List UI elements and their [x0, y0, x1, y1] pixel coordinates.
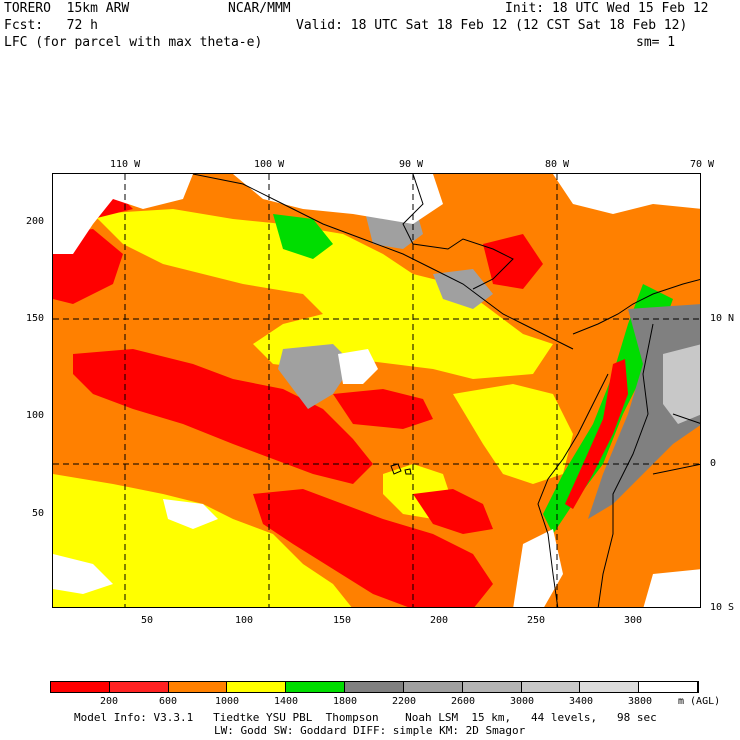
x-tick-50: 50 — [141, 615, 154, 626]
field-yellow-north — [93, 209, 553, 379]
border-andes — [597, 323, 700, 607]
x-tick-150: 150 — [333, 615, 352, 626]
field-red-center2 — [333, 389, 433, 429]
init-time: Init: 18 UTC Wed 15 Feb 12 — [505, 1, 709, 16]
legend-label: 3000 — [510, 696, 535, 707]
lon-label-110w: 110 W — [110, 159, 141, 170]
model-title: TORERO 15km ARW — [4, 1, 130, 16]
legend-label: 3400 — [569, 696, 594, 707]
field-lightgray-east — [663, 344, 700, 424]
field-gray-cluster — [278, 344, 353, 409]
field-red-center — [73, 349, 373, 484]
legend-units: m (AGL) — [678, 696, 721, 707]
lon-label-90w: 90 W — [399, 159, 424, 170]
galapagos — [390, 463, 412, 475]
legend-label: 2200 — [392, 696, 417, 707]
lat-label-10n: 10 N — [710, 313, 735, 324]
field-white-ocean-west — [163, 499, 218, 529]
coastline-south-america — [537, 279, 700, 607]
field-red-southcenter — [413, 489, 493, 534]
legend-swatch — [345, 682, 404, 692]
legend-label: 1800 — [333, 696, 358, 707]
field-red-south — [253, 489, 493, 607]
coastline-central-america — [192, 174, 574, 350]
x-tick-250: 250 — [527, 615, 546, 626]
legend-label: 600 — [159, 696, 178, 707]
y-tick-200: 200 — [26, 216, 45, 227]
field-yellow-south — [53, 474, 352, 607]
legend-swatch — [462, 682, 522, 692]
x-tick-200: 200 — [430, 615, 449, 626]
field-red-northeast — [483, 234, 543, 289]
legend-swatch — [51, 682, 110, 692]
legend-label: 2600 — [451, 696, 476, 707]
lon-label-80w: 80 W — [545, 159, 570, 170]
lon-label-70w: 70 W — [690, 159, 715, 170]
model-physics: LW: Godd SW: Goddard DIFF: simple KM: 2D… — [214, 724, 526, 737]
smoothing-value: sm= 1 — [636, 35, 676, 50]
legend-swatch — [403, 682, 463, 692]
legend-swatch — [168, 682, 228, 692]
lfc-map — [52, 173, 701, 608]
model-info: Model Info: V3.3.1 Tiedtke YSU PBL Thomp… — [74, 711, 657, 724]
legend-label: 200 — [100, 696, 119, 707]
y-tick-100: 100 — [26, 410, 45, 421]
x-tick-300: 300 — [624, 615, 643, 626]
model-institution: NCAR/MMM — [228, 1, 291, 16]
field-white-se — [513, 529, 563, 607]
valid-time: Valid: 18 UTC Sat 18 Feb 12 (12 CST Sat … — [296, 18, 688, 33]
field-name: LFC (for parcel with max theta-e) — [4, 35, 263, 50]
latlon-grid — [53, 174, 700, 607]
legend-label: 1400 — [274, 696, 299, 707]
legend-label: 1000 — [215, 696, 240, 707]
field-green-centralamerica — [273, 214, 333, 259]
legend-swatch — [286, 682, 346, 692]
lon-label-100w: 100 W — [254, 159, 285, 170]
field-white-ne-corner — [553, 174, 700, 214]
legend-label: 3800 — [628, 696, 653, 707]
forecast-hour: Fcst: 72 h — [4, 18, 98, 33]
legend-swatch — [227, 682, 287, 692]
y-tick-50: 50 — [32, 508, 45, 519]
color-legend — [50, 681, 699, 693]
field-white-cluster — [338, 349, 378, 384]
field-white-sw — [53, 554, 113, 594]
legend-swatch — [109, 682, 169, 692]
lat-label-0: 0 — [710, 458, 717, 469]
field-gray-guatemala — [433, 269, 493, 309]
lat-label-10s: 10 S — [710, 602, 735, 613]
legend-swatch — [521, 682, 581, 692]
field-white-topright — [233, 174, 443, 224]
field-white-east — [643, 569, 700, 607]
field-red-andes — [565, 359, 628, 509]
x-tick-100: 100 — [235, 615, 254, 626]
field-white-topleft — [53, 174, 193, 254]
legend-swatch — [580, 682, 640, 692]
field-yellow-east — [453, 384, 573, 484]
legend-swatch — [639, 682, 698, 692]
y-tick-150: 150 — [26, 313, 45, 324]
